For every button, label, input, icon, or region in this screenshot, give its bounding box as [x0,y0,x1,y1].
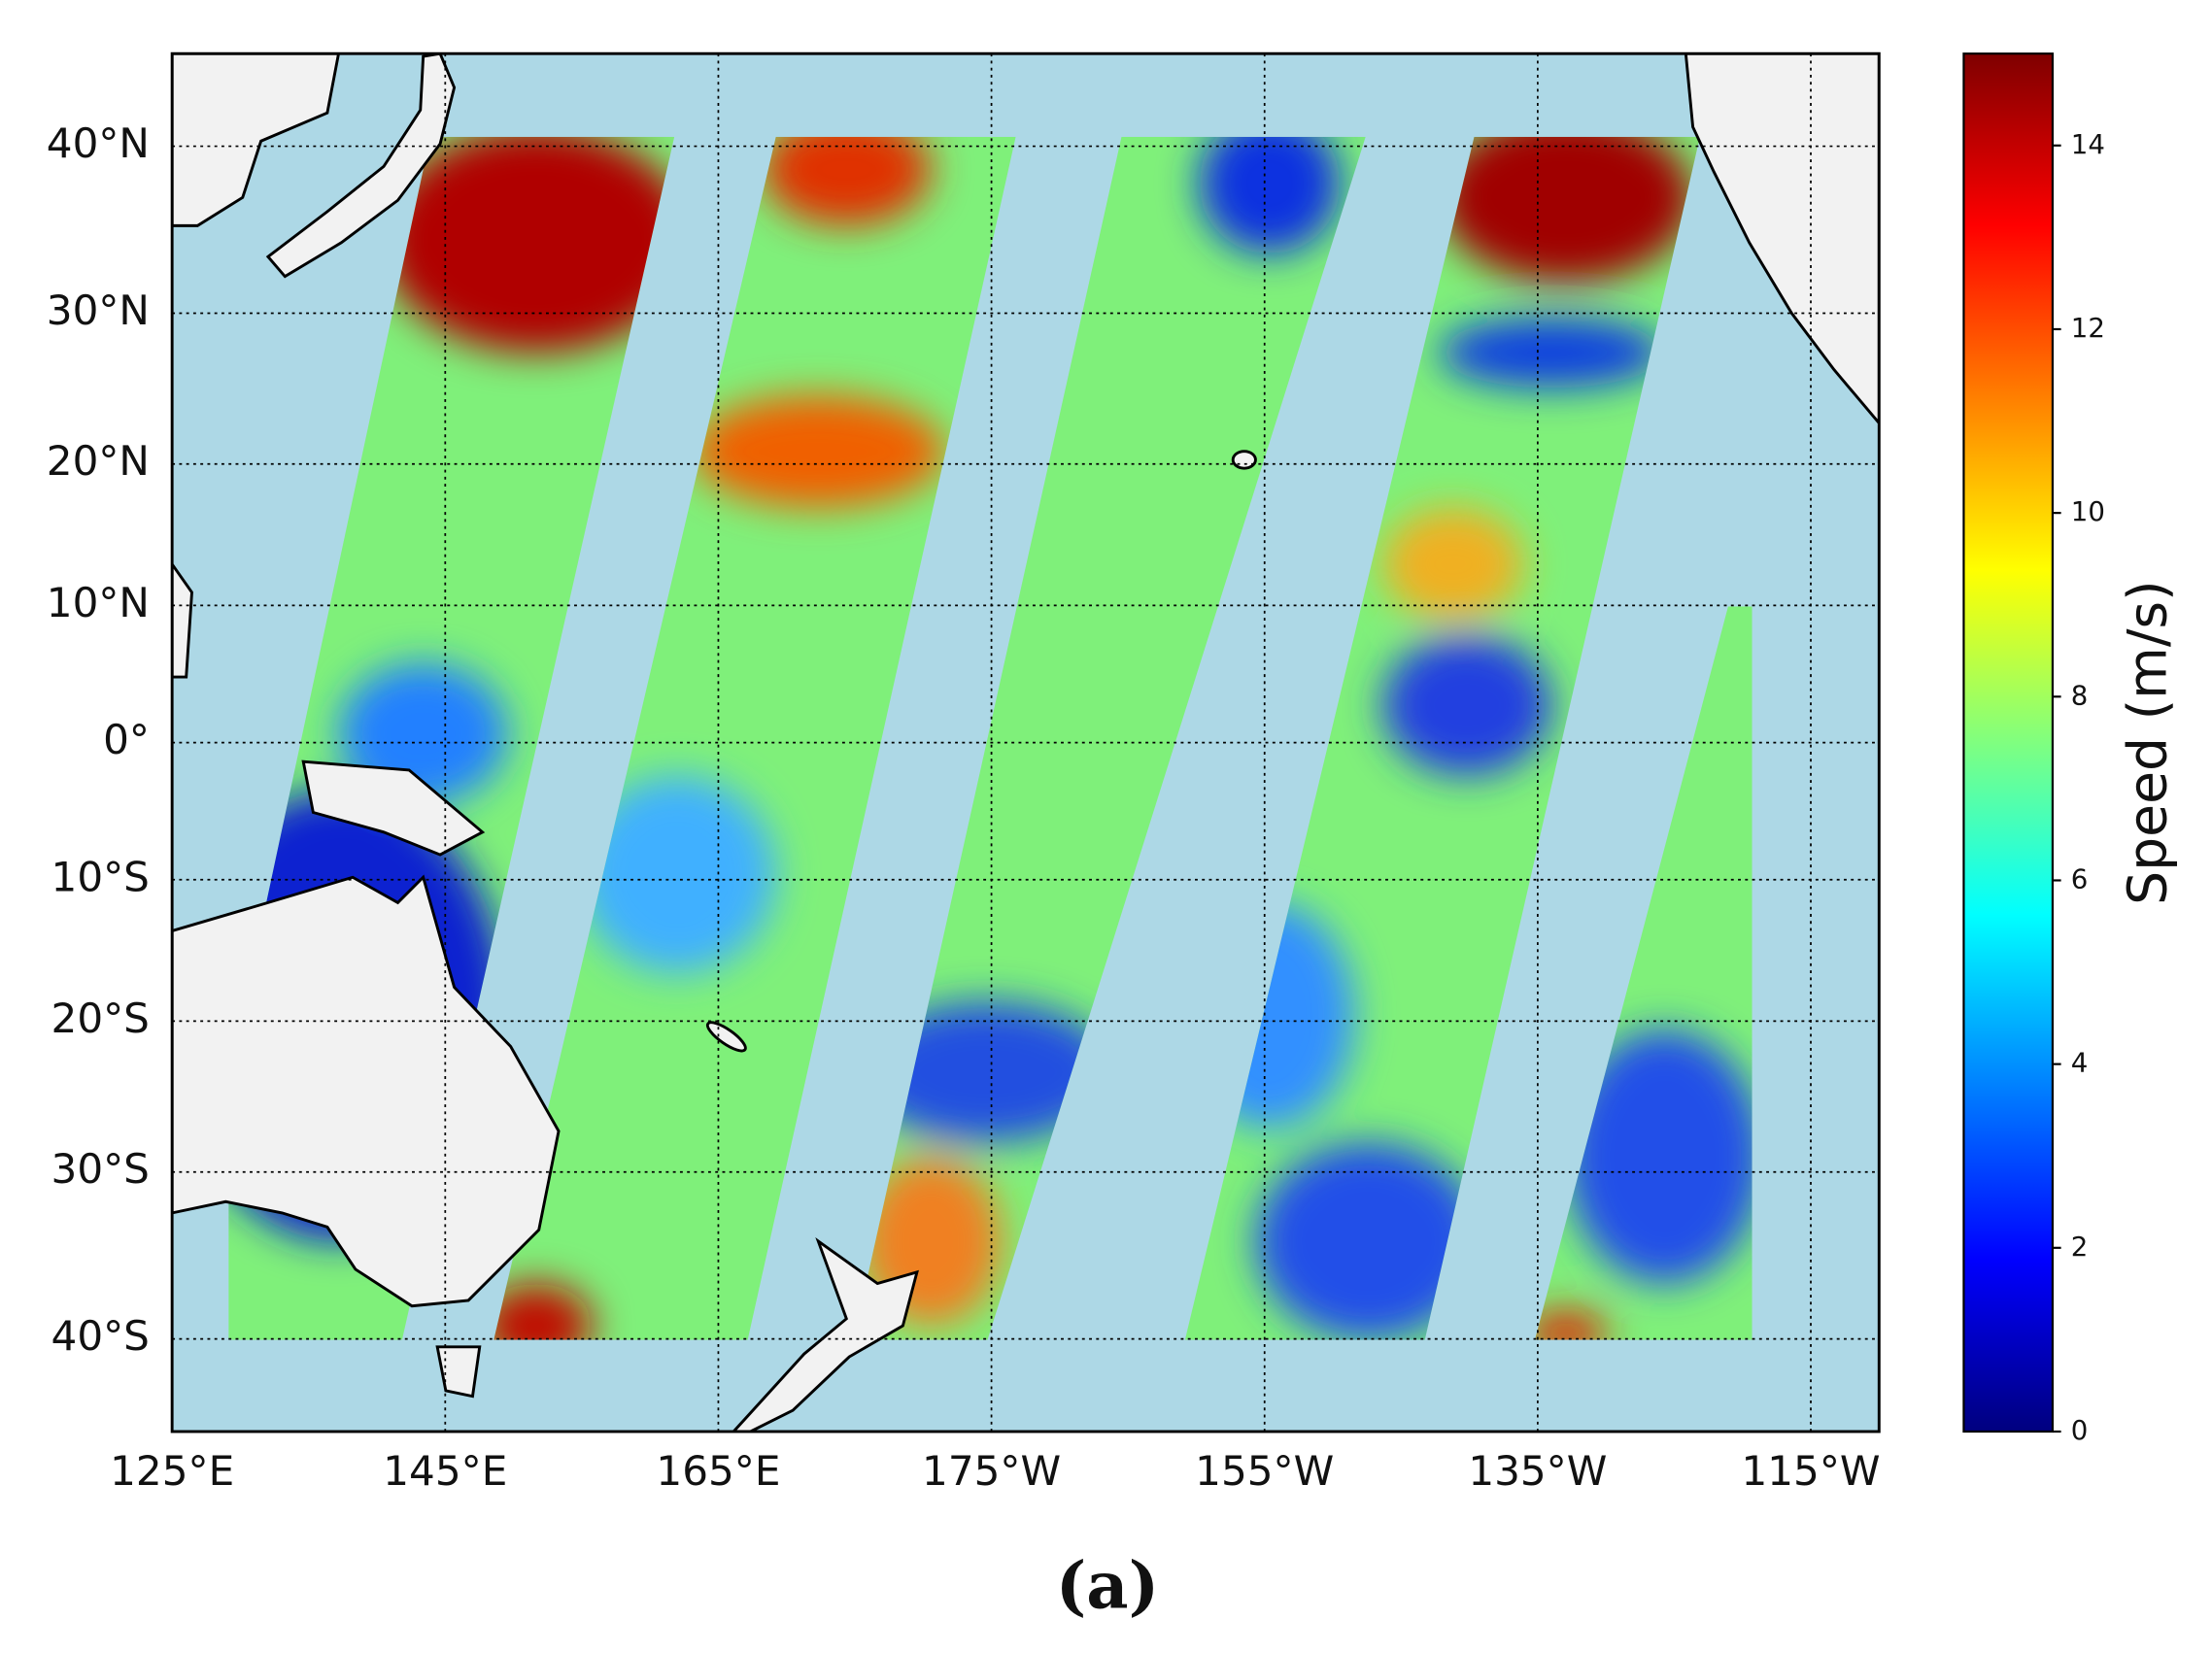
colorbar-tick-label: 6 [2071,862,2089,894]
colorbar-scale [1962,52,2054,1434]
y-tick-label: 30°N [47,287,150,334]
field-patch [762,136,932,226]
colorbar-tick-label: 8 [2071,679,2089,711]
y-tick-label: 30°S [51,1145,150,1193]
y-tick-label: 10°N [47,579,150,626]
y-tick-label: 20°S [51,995,150,1042]
x-tick-label: 155°W [1195,1447,1334,1495]
new-guinea [301,759,486,857]
colorbar-tick-label: 2 [2071,1231,2089,1263]
x-tick-label: 165°E [656,1447,780,1495]
field-patch [1439,136,1693,283]
field-patch [479,1283,593,1340]
map-frame [170,51,1881,1434]
field-patch [860,1001,1115,1143]
new-caledonia [705,1021,747,1053]
hawaii [1231,450,1257,470]
borneo [172,561,193,679]
y-tick-label: 0° [103,716,150,763]
colorbar-tick-label: 12 [2071,312,2105,344]
y-tick-label: 40°S [51,1312,150,1360]
x-tick-label: 115°W [1741,1447,1880,1495]
land [172,53,1880,1432]
field-patch [1439,317,1665,388]
field-patch [1199,136,1341,254]
tasmania [435,1345,482,1399]
map-area [172,53,1880,1432]
x-tick-label: 125°E [110,1447,234,1495]
y-tick-label: 10°S [51,853,150,900]
field-patch [1255,1142,1481,1340]
new-zealand [732,1237,919,1432]
axis-ticks: 125°E 145°E 165°E 175°W 155°W 135°W 115°W 40°N 3… [47,119,1881,1495]
field-patch [1523,1311,1609,1340]
australia [172,874,561,1308]
colorbar-tick-label: 10 [2071,495,2105,527]
colorbar-tick-label: 4 [2071,1047,2089,1079]
colorbar-tick-label: 0 [2071,1414,2089,1446]
x-tick-label: 145°E [383,1447,507,1495]
field-patch [1382,634,1552,776]
field-patch [691,394,945,508]
field-patch [1565,1029,1753,1284]
japan [265,53,457,279]
x-tick-label: 175°W [922,1447,1061,1495]
colorbar: 0 2 4 6 8 10 12 14 Speed (m/s) [1962,52,2180,1446]
field-patch [381,136,692,354]
grid [172,53,1880,1432]
x-tick-label: 135°W [1468,1447,1607,1495]
y-tick-label: 40°N [47,119,150,167]
colorbar-label: Speed (m/s) [2118,580,2180,905]
field-patch [578,775,776,974]
y-tick-label: 20°N [47,437,150,485]
asia [172,53,340,227]
caption: (a) [1056,1547,1159,1624]
field-patch [1382,507,1524,621]
colorbar-tick-label: 14 [2071,128,2105,160]
